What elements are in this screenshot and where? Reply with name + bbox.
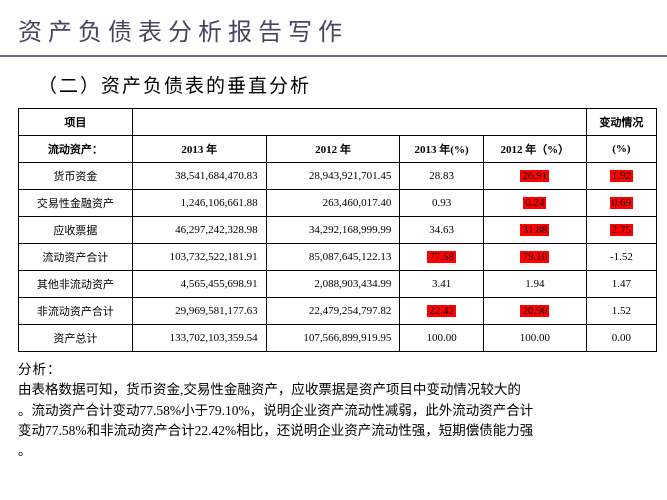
table-cell: 1.92 bbox=[586, 163, 656, 190]
table-cell: 交易性金融资产 bbox=[19, 190, 133, 217]
table-body: 货币资金38,541,684,470.8328,943,921,701.4528… bbox=[19, 163, 657, 352]
table-cell: 20.90 bbox=[483, 298, 586, 325]
table-cell: 0.00 bbox=[586, 325, 656, 352]
table-wrapper: 项目 变动情况 流动资产： 2013 年 2012 年 2013 年(%) 20… bbox=[0, 108, 667, 352]
table-cell: 107,566,899,919.95 bbox=[266, 325, 400, 352]
analysis-line: 。 bbox=[18, 441, 653, 461]
table-cell: 28.83 bbox=[400, 163, 484, 190]
table-cell: 38,541,684,470.83 bbox=[132, 163, 266, 190]
table-cell: 4,565,455,698.91 bbox=[132, 271, 266, 298]
table-cell: 1.94 bbox=[483, 271, 586, 298]
table-cell: 34,292,168,999.99 bbox=[266, 217, 400, 244]
subtitle: （二）资产负债表的垂直分析 bbox=[0, 57, 667, 108]
table-cell: 34.63 bbox=[400, 217, 484, 244]
table-cell: 79.10 bbox=[483, 244, 586, 271]
title-bar: 资产负债表分析报告写作 bbox=[0, 0, 667, 57]
table-cell: 0.24 bbox=[483, 190, 586, 217]
header-change: 变动情况 bbox=[586, 109, 656, 136]
table-cell: 46,297,242,328.98 bbox=[132, 217, 266, 244]
analysis-line: 由表格数据可知，货币资金,交易性金融资产，应收票据是资产项目中变动情况较大的 bbox=[18, 380, 653, 400]
header-empty bbox=[132, 109, 586, 136]
table-row: 非流动资产合计29,969,581,177.6322,479,254,797.8… bbox=[19, 298, 657, 325]
table-cell: 非流动资产合计 bbox=[19, 298, 133, 325]
table-cell: 22,479,254,797.82 bbox=[266, 298, 400, 325]
analysis-line: 。流动资产合计变动77.58%小于79.10%，说明企业资产流动性减弱，此外流动… bbox=[18, 401, 653, 421]
table-cell: -1.52 bbox=[586, 244, 656, 271]
analysis-label: 分析： bbox=[18, 360, 653, 380]
header-item: 项目 bbox=[19, 109, 133, 136]
header-2013: 2013 年 bbox=[132, 136, 266, 163]
table-cell: 2.75 bbox=[586, 217, 656, 244]
table-cell: 流动资产合计 bbox=[19, 244, 133, 271]
table-cell: 103,732,522,181.91 bbox=[132, 244, 266, 271]
table-cell: 2,088,903,434.99 bbox=[266, 271, 400, 298]
balance-table: 项目 变动情况 流动资产： 2013 年 2012 年 2013 年(%) 20… bbox=[18, 108, 657, 352]
table-cell: 22.42 bbox=[400, 298, 484, 325]
table-cell: 85,087,645,122.13 bbox=[266, 244, 400, 271]
table-row: 货币资金38,541,684,470.8328,943,921,701.4528… bbox=[19, 163, 657, 190]
table-cell: 货币资金 bbox=[19, 163, 133, 190]
table-header-row-2: 流动资产： 2013 年 2012 年 2013 年(%) 2012 年（%） … bbox=[19, 136, 657, 163]
analysis-section: 分析： 由表格数据可知，货币资金,交易性金融资产，应收票据是资产项目中变动情况较… bbox=[0, 352, 667, 461]
table-cell: 3.41 bbox=[400, 271, 484, 298]
table-cell: 77.58 bbox=[400, 244, 484, 271]
table-cell: 31.88 bbox=[483, 217, 586, 244]
table-cell: 其他非流动资产 bbox=[19, 271, 133, 298]
table-cell: 26.91 bbox=[483, 163, 586, 190]
table-row: 流动资产合计103,732,522,181.9185,087,645,122.1… bbox=[19, 244, 657, 271]
table-header-row-1: 项目 变动情况 bbox=[19, 109, 657, 136]
table-cell: 100.00 bbox=[400, 325, 484, 352]
table-row: 资产总计133,702,103,359.54107,566,899,919.95… bbox=[19, 325, 657, 352]
table-cell: 1.52 bbox=[586, 298, 656, 325]
table-cell: 0.93 bbox=[400, 190, 484, 217]
table-cell: 0.69 bbox=[586, 190, 656, 217]
table-cell: 28,943,921,701.45 bbox=[266, 163, 400, 190]
table-cell: 100.00 bbox=[483, 325, 586, 352]
table-cell: 133,702,103,359.54 bbox=[132, 325, 266, 352]
header-2012: 2012 年 bbox=[266, 136, 400, 163]
table-row: 应收票据46,297,242,328.9834,292,168,999.9934… bbox=[19, 217, 657, 244]
header-2012pct: 2012 年（%） bbox=[483, 136, 586, 163]
header-2013pct: 2013 年(%) bbox=[400, 136, 484, 163]
header-changepct: (%) bbox=[586, 136, 656, 163]
table-cell: 29,969,581,177.63 bbox=[132, 298, 266, 325]
analysis-line: 变动77.58%和非流动资产合计22.42%相比，还说明企业资产流动性强，短期偿… bbox=[18, 421, 653, 441]
table-row: 交易性金融资产1,246,106,661.88263,460,017.400.9… bbox=[19, 190, 657, 217]
table-cell: 1.47 bbox=[586, 271, 656, 298]
table-cell: 1,246,106,661.88 bbox=[132, 190, 266, 217]
header-current-assets: 流动资产： bbox=[19, 136, 133, 163]
table-cell: 263,460,017.40 bbox=[266, 190, 400, 217]
table-cell: 应收票据 bbox=[19, 217, 133, 244]
table-row: 其他非流动资产4,565,455,698.912,088,903,434.993… bbox=[19, 271, 657, 298]
table-cell: 资产总计 bbox=[19, 325, 133, 352]
page-title: 资产负债表分析报告写作 bbox=[18, 12, 667, 47]
